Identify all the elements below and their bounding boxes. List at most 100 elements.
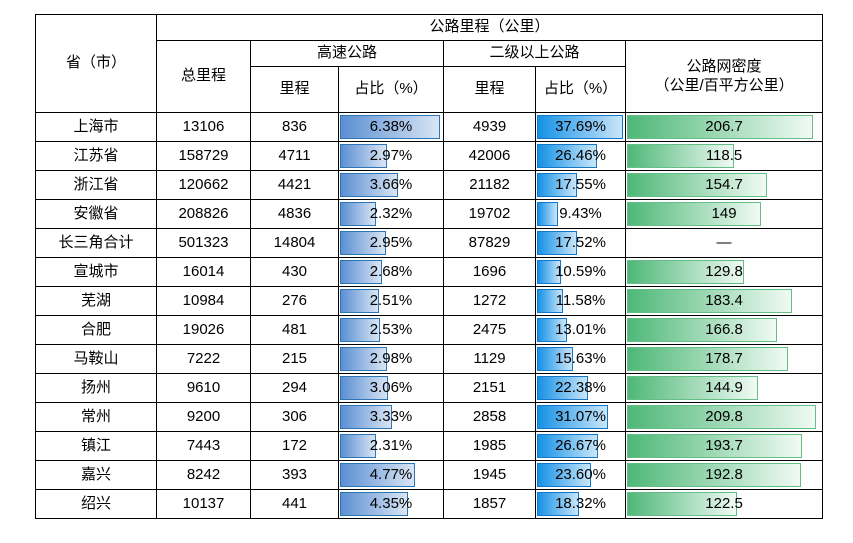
cell-density-bar — [627, 376, 758, 400]
cell-grade2-share-bar — [537, 144, 598, 168]
cell-grade2-share: 22.38% — [535, 373, 626, 403]
cell-density-bar — [627, 434, 802, 458]
cell-grade2-share-bar — [537, 405, 608, 429]
cell-expressway-share: 2.31% — [338, 431, 444, 461]
table-row: 宣城市 16014 430 2.68% 1696 10.59% 129.8 — [35, 257, 824, 287]
cell-grade2-share-bar — [537, 492, 579, 516]
cell-total-mileage-value: 208826 — [178, 204, 229, 222]
cell-expressway-share-value: 4.77% — [369, 465, 413, 483]
cell-density: 154.7 — [624, 170, 824, 200]
header-grade2-mileage: 里程 — [443, 66, 536, 113]
cell-grade2-mileage: 4939 — [443, 112, 536, 142]
cell-density: 129.8 — [624, 257, 824, 287]
cell-total-mileage: 10984 — [156, 286, 251, 316]
cell-expressway-mileage-value: 172 — [281, 436, 308, 454]
cell-density: 166.8 — [624, 315, 824, 345]
cell-grade2-mileage: 2858 — [443, 402, 536, 432]
cell-density: 192.8 — [624, 460, 824, 490]
cell-density-value: 122.5 — [705, 494, 743, 512]
cell-province-value: 扬州 — [80, 378, 111, 396]
cell-density: 122.5 — [624, 489, 824, 519]
cell-grade2-share-value: 18.32% — [555, 494, 606, 512]
cell-grade2-share-value: 31.07% — [555, 407, 606, 425]
cell-expressway-mileage: 276 — [250, 286, 339, 316]
cell-expressway-share-value: 2.32% — [369, 204, 413, 222]
cell-grade2-mileage: 19702 — [443, 199, 536, 229]
cell-grade2-share-bar — [537, 289, 564, 313]
cell-expressway-share: 3.06% — [338, 373, 444, 403]
header-total-mileage: 总里程 — [156, 40, 251, 113]
cell-grade2-share-value: 17.52% — [555, 233, 606, 251]
cell-total-mileage: 16014 — [156, 257, 251, 287]
cell-province: 芜湖 — [35, 286, 157, 316]
cell-density-bar — [627, 202, 762, 226]
cell-total-mileage-value: 158729 — [178, 146, 229, 164]
cell-expressway-share-bar — [340, 463, 416, 487]
cell-expressway-mileage-value: 276 — [281, 291, 308, 309]
cell-density: 149 — [624, 199, 824, 229]
cell-total-mileage-value: 7443 — [186, 436, 221, 454]
cell-expressway-share: 3.66% — [338, 170, 444, 200]
cell-province: 安徽省 — [35, 199, 157, 229]
cell-expressway-share-bar — [340, 347, 387, 371]
table-row: 芜湖 10984 276 2.51% 1272 11.58% 183.4 — [35, 286, 824, 316]
table-row: 安徽省 208826 4836 2.32% 19702 9.43% 149 — [35, 199, 824, 229]
cell-grade2-share-value: 10.59% — [555, 262, 606, 280]
cell-expressway-share-bar — [340, 376, 389, 400]
cell-grade2-mileage: 87829 — [443, 228, 536, 258]
cell-density-bar — [627, 405, 817, 429]
cell-expressway-mileage: 4421 — [250, 170, 339, 200]
cell-expressway-mileage-value: 393 — [281, 465, 308, 483]
cell-density-value: 149 — [711, 204, 737, 222]
cell-grade2-mileage: 2151 — [443, 373, 536, 403]
header-table-title: 公路里程（公里） — [155, 14, 824, 41]
cell-density-bar — [627, 318, 778, 342]
cell-expressway-share-bar — [340, 318, 380, 342]
cell-total-mileage-value: 9200 — [186, 407, 221, 425]
cell-grade2-share-bar — [537, 115, 623, 139]
cell-province: 上海市 — [35, 112, 157, 142]
cell-expressway-share: 2.51% — [338, 286, 444, 316]
cell-grade2-share-value: 17.55% — [555, 175, 606, 193]
cell-province-value: 常州 — [80, 407, 111, 425]
cell-expressway-mileage-value: 306 — [281, 407, 308, 425]
cell-grade2-share: 17.55% — [535, 170, 626, 200]
cell-density-bar — [627, 289, 793, 313]
cell-grade2-share: 26.46% — [535, 141, 626, 171]
cell-expressway-mileage-value: 836 — [281, 117, 308, 135]
cell-expressway-share-value: 2.51% — [369, 291, 413, 309]
cell-grade2-share-value: 26.67% — [555, 436, 606, 454]
cell-density-value: 129.8 — [705, 262, 743, 280]
cell-expressway-share: 6.38% — [338, 112, 444, 142]
highway-mileage-table: 省（市） 公路里程（公里） 总里程 高速公路 二级以上公路 公路网密度 （公里/… — [35, 14, 824, 519]
cell-grade2-share: 13.01% — [535, 315, 626, 345]
cell-expressway-share-bar — [340, 405, 393, 429]
cell-density-value: 209.8 — [705, 407, 743, 425]
cell-grade2-mileage-value: 1945 — [472, 465, 507, 483]
cell-grade2-mileage-value: 4939 — [472, 117, 507, 135]
cell-expressway-share-value: 6.38% — [369, 117, 413, 135]
header-grade2-group: 二级以上公路 — [443, 40, 626, 67]
cell-expressway-share-value: 3.66% — [369, 175, 413, 193]
cell-total-mileage: 120662 — [156, 170, 251, 200]
cell-total-mileage: 208826 — [156, 199, 251, 229]
cell-total-mileage: 501323 — [156, 228, 251, 258]
cell-grade2-share: 31.07% — [535, 402, 626, 432]
cell-province-value: 浙江省 — [73, 175, 119, 193]
cell-density: 193.7 — [624, 431, 824, 461]
header-expressway-share: 占比（%） — [338, 66, 444, 113]
cell-expressway-share: 2.97% — [338, 141, 444, 171]
cell-expressway-share: 2.68% — [338, 257, 444, 287]
cell-expressway-share-value: 2.53% — [369, 320, 413, 338]
cell-density: — — [624, 228, 824, 258]
cell-total-mileage-value: 8242 — [186, 465, 221, 483]
cell-expressway-mileage: 4836 — [250, 199, 339, 229]
cell-grade2-share-bar — [537, 463, 591, 487]
cell-expressway-share: 4.35% — [338, 489, 444, 519]
cell-expressway-mileage: 14804 — [250, 228, 339, 258]
cell-province: 浙江省 — [35, 170, 157, 200]
cell-expressway-mileage-value: 4421 — [277, 175, 312, 193]
cell-expressway-share-value: 4.35% — [369, 494, 413, 512]
cell-density-bar — [627, 463, 801, 487]
table-row: 上海市 13106 836 6.38% 4939 37.69% 206.7 — [35, 112, 824, 142]
